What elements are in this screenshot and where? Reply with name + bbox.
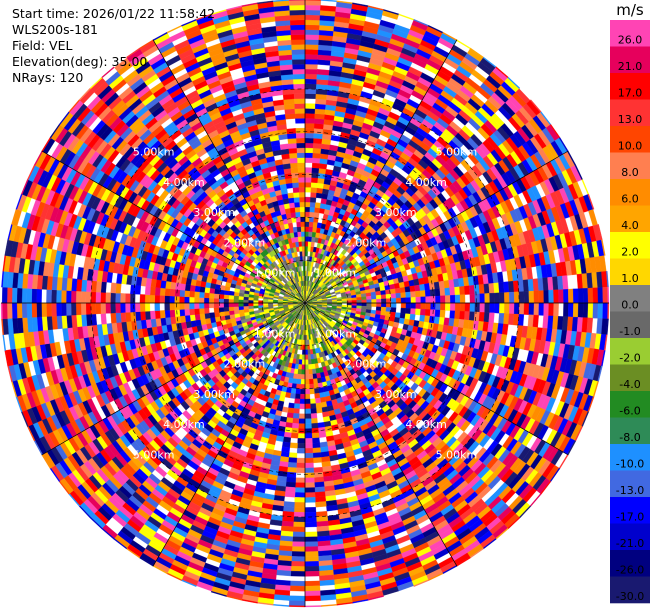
range-ring-label: 3.00km [375,206,417,219]
colorbar-tick-label: -8.0 [619,431,640,444]
colorbar-tick-label: -10.0 [616,458,644,471]
colorbar-swatch [610,99,650,127]
azimuth-spokes [1,0,609,607]
range-ring-label: 5.00km [436,146,478,159]
range-ring-label: 4.00km [405,418,447,431]
colorbar-tick-label: 8.0 [621,166,639,179]
colorbar-swatch [610,20,650,47]
colorbar-tick-label: 17.0 [618,87,643,100]
nrays-label: NRays: 120 [12,70,84,85]
colorbar-swatch [610,152,650,180]
colorbar-unit-label: m/s [616,1,644,19]
spoke-30 [304,39,458,304]
start-time-label: Start time: 2026/01/22 11:58:42 [12,6,216,21]
colorbar-tick-label: 6.0 [621,193,639,206]
colorbar-swatch [610,444,650,471]
colorbar-swatch [610,550,650,577]
range-ring-label: 1.00km [254,327,296,340]
colorbar-swatch [610,73,650,100]
colorbar-swatch [610,126,650,153]
range-ring-label: 3.00km [375,388,417,401]
colorbar-swatch [610,364,650,392]
colorbar-tick-label: -6.0 [619,405,640,418]
range-ring-label: 4.00km [163,418,205,431]
spoke-330 [152,39,306,304]
spoke-240 [41,302,306,456]
range-ring-label: 5.00km [436,448,478,461]
colorbar-tick-label: 13.0 [618,113,643,126]
colorbar-swatch [610,205,650,233]
colorbar-swatch [610,46,650,74]
colorbar-tick-label: 26.0 [618,34,643,47]
colorbar-swatch [610,417,650,445]
range-ring-labels: 1.00km 1.00km 1.00km 1.00km 2.00km 2.00km 2.00… [133,146,477,462]
colorbar-tick-label: 1.0 [621,272,639,285]
range-ring-label: 1.00km [314,327,356,340]
colorbar-tick-label: 4.0 [621,219,639,232]
colorbar-tick-label: -4.0 [619,378,640,391]
range-ring-label: 3.00km [193,206,235,219]
elevation-label: Elevation(deg): 35.00 [12,54,148,69]
colorbar-swatch [610,391,650,418]
colorbar-swatch [610,285,650,312]
range-ring-label: 1.00km [254,267,296,280]
range-ring-label: 3.00km [193,388,235,401]
colorbar-tick-label: 10.0 [618,140,643,153]
colorbar-tick-label: -26.0 [616,564,644,577]
field-label: Field: VEL [12,38,73,53]
colorbar-swatch [610,258,650,286]
colorbar-swatch [610,470,650,498]
colorbar-tick-label: -21.0 [616,537,644,550]
colorbar-swatch [610,311,650,339]
range-ring-label: 2.00km [345,236,387,249]
colorbar-tick-label: -30.0 [616,590,644,603]
spoke-120 [304,302,569,456]
range-ring-label: 4.00km [163,176,205,189]
colorbar-tick-label: -1.0 [619,325,640,338]
spoke-60 [304,150,569,304]
spoke-210 [152,302,306,567]
instrument-label: WLS200s-181 [12,22,98,37]
range-ring-label: 2.00km [224,236,266,249]
colorbar-swatch [610,179,650,206]
velocity-field [0,0,610,608]
colorbar: m/s 26.0 21.0 17.0 13.0 10.0 8.0 6.0 4.0 2.0 1.0 0.… [610,1,650,604]
colorbar-tick-label: 0.0 [621,299,639,312]
range-ring-label: 5.00km [133,448,175,461]
colorbar-tick-label: -17.0 [616,511,644,524]
range-ring-label: 4.00km [405,176,447,189]
colorbar-tick-label: -2.0 [619,352,640,365]
range-ring-label: 1.00km [314,267,356,280]
colorbar-swatch [610,232,650,259]
colorbar-tick-label: 2.0 [621,246,639,259]
colorbar-swatch [610,497,650,524]
range-ring-label: 5.00km [133,146,175,159]
spoke-150 [304,302,458,567]
colorbar-swatch [610,576,650,604]
range-ring-label: 2.00km [224,358,266,371]
colorbar-tick-label: -13.0 [616,484,644,497]
colorbar-swatch [610,338,650,365]
colorbar-swatch [610,523,650,551]
colorbar-tick-label: 21.0 [618,60,643,73]
spoke-300 [41,150,306,304]
range-ring-label: 2.00km [345,358,387,371]
